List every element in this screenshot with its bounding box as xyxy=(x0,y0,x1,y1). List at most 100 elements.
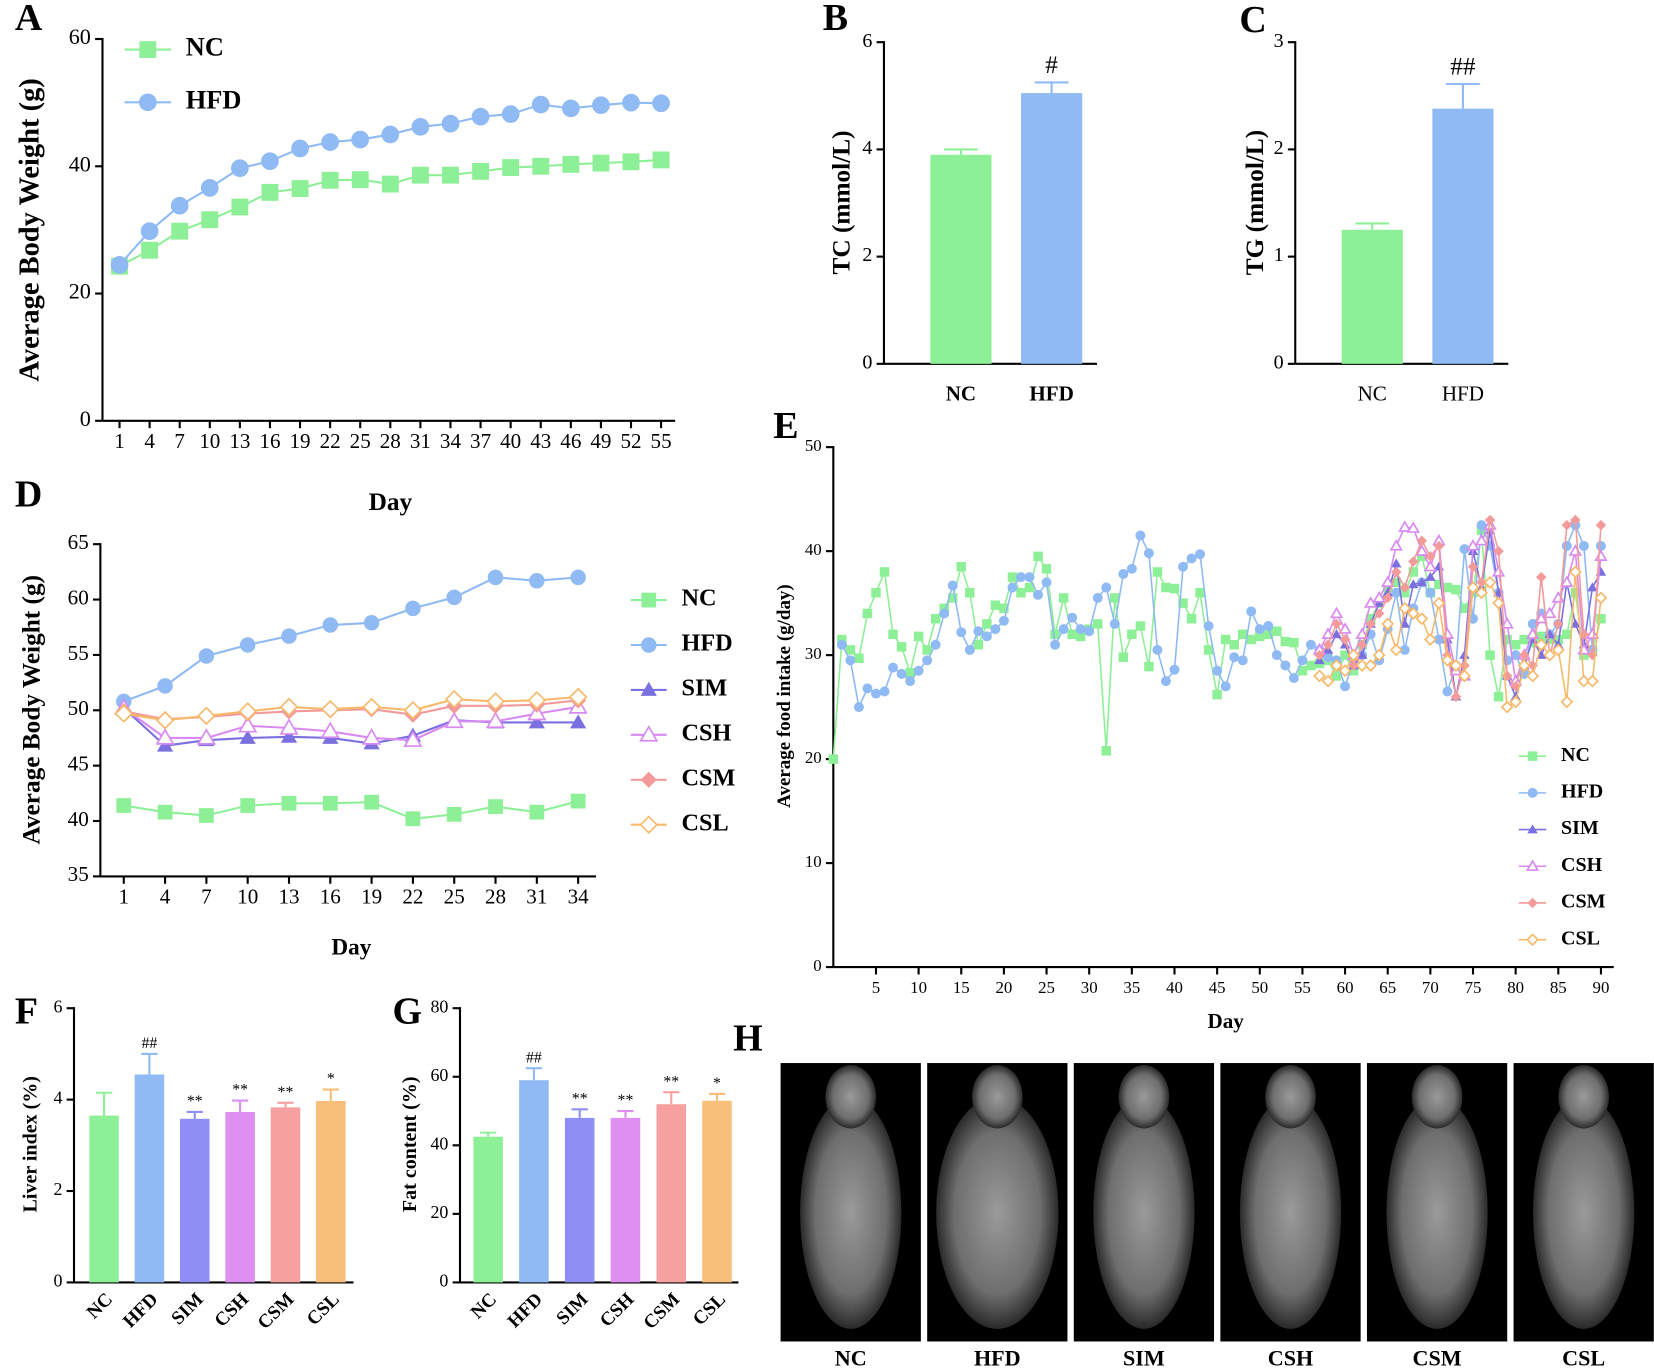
marker xyxy=(1338,664,1352,678)
marker xyxy=(1255,631,1265,642)
marker xyxy=(485,711,506,729)
x-tick-label: CSH xyxy=(596,1289,639,1332)
marker xyxy=(853,702,864,713)
marker xyxy=(281,795,297,811)
marker xyxy=(411,166,429,184)
annotation: ** xyxy=(663,1073,679,1090)
legend-label: SIM xyxy=(681,674,727,701)
marker xyxy=(1560,695,1574,709)
marker xyxy=(1389,539,1403,551)
annotation: ## xyxy=(142,1035,158,1052)
marker xyxy=(155,710,175,730)
x-axis-label: Day xyxy=(369,488,413,516)
x-tick-label: 16 xyxy=(259,429,280,453)
marker xyxy=(114,704,134,723)
legend-marker xyxy=(639,815,659,835)
marker xyxy=(1058,624,1069,635)
series-line xyxy=(832,530,1602,760)
image-label: CSM xyxy=(1413,1346,1462,1371)
marker xyxy=(1314,649,1325,661)
marker xyxy=(1415,544,1429,556)
marker xyxy=(170,196,189,215)
xray-head xyxy=(1411,1065,1463,1129)
marker xyxy=(1442,582,1453,593)
annotation: ** xyxy=(232,1082,248,1099)
y-tick-label: 20 xyxy=(69,279,91,304)
marker xyxy=(1297,655,1308,666)
y-tick-label: 40 xyxy=(430,1133,448,1153)
marker xyxy=(1340,681,1351,692)
x-tick-label: 20 xyxy=(995,978,1012,997)
marker xyxy=(913,665,924,676)
x-tick-label: 25 xyxy=(1038,978,1055,997)
marker xyxy=(238,702,258,721)
marker xyxy=(1491,565,1506,577)
x-tick-label: 7 xyxy=(174,429,185,453)
marker xyxy=(1203,621,1214,631)
marker xyxy=(1331,618,1342,630)
x-tick-label: 60 xyxy=(1337,978,1354,997)
marker xyxy=(1408,567,1419,577)
marker xyxy=(862,683,873,694)
marker xyxy=(320,721,340,739)
y-tick-label: 4 xyxy=(862,137,872,159)
x-tick-label: 40 xyxy=(500,429,521,453)
x-tick-label: 10 xyxy=(237,884,258,908)
marker xyxy=(1289,637,1299,648)
marker xyxy=(1408,579,1419,589)
y-tick-label: 10 xyxy=(805,852,822,871)
marker xyxy=(1050,629,1060,640)
x-tick-label: 1 xyxy=(114,429,125,453)
marker xyxy=(1459,603,1470,614)
marker xyxy=(592,154,610,172)
y-tick-label: 60 xyxy=(430,1065,448,1085)
annotation: ** xyxy=(187,1093,203,1110)
marker xyxy=(1024,572,1035,583)
marker xyxy=(1338,622,1352,634)
marker xyxy=(1425,571,1436,581)
marker xyxy=(1451,584,1461,595)
marker xyxy=(1364,659,1378,672)
marker xyxy=(1595,540,1606,551)
marker xyxy=(1101,582,1112,593)
marker xyxy=(981,631,992,642)
x-tick-label: 13 xyxy=(229,429,250,453)
marker xyxy=(964,644,975,655)
marker xyxy=(140,222,159,241)
marker xyxy=(444,711,464,729)
marker xyxy=(1391,587,1402,598)
marker xyxy=(446,806,462,822)
marker xyxy=(1033,589,1044,600)
marker xyxy=(1493,545,1504,557)
legend-label: HFD xyxy=(186,85,242,114)
y-tick-label: 80 xyxy=(430,996,448,1016)
marker xyxy=(1570,514,1581,526)
marker xyxy=(1594,549,1608,561)
marker xyxy=(197,706,216,726)
marker xyxy=(1161,582,1171,593)
marker xyxy=(905,676,916,687)
marker xyxy=(238,715,258,733)
x-tick-label: CSL xyxy=(689,1289,730,1330)
x-axis-label: Day xyxy=(1207,1009,1244,1033)
y-tick-label: 65 xyxy=(68,530,89,554)
marker xyxy=(1561,540,1572,551)
marker xyxy=(405,811,421,827)
marker xyxy=(930,613,941,624)
y-axis-label: Average Body Weight (g) xyxy=(14,78,45,381)
x-tick-label: 31 xyxy=(526,884,547,908)
marker xyxy=(1570,618,1581,628)
bar xyxy=(89,1115,119,1283)
marker xyxy=(1050,639,1061,650)
marker xyxy=(141,241,159,259)
marker xyxy=(403,700,423,720)
y-tick-label: 60 xyxy=(68,585,89,609)
x-tick-label: 28 xyxy=(485,884,506,908)
marker xyxy=(1323,652,1334,663)
marker xyxy=(441,114,460,133)
y-tick-label: 40 xyxy=(805,540,822,559)
marker xyxy=(1101,746,1112,756)
marker xyxy=(1246,606,1257,617)
marker xyxy=(1416,577,1428,587)
marker xyxy=(871,587,881,598)
